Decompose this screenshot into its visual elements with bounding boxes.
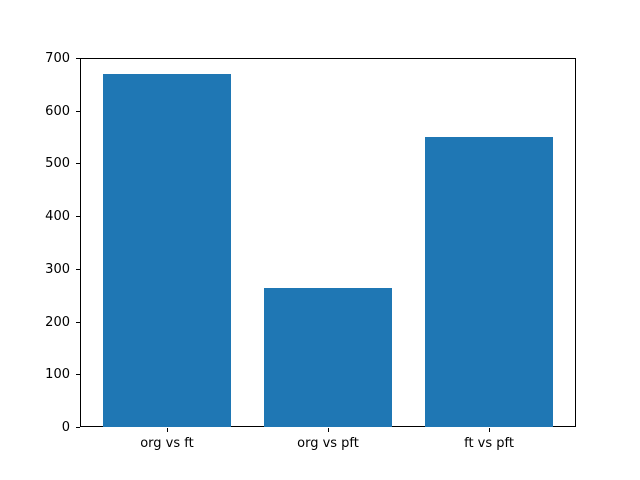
y-tick-label: 100 bbox=[45, 367, 70, 383]
x-tick-label: org vs pft bbox=[297, 436, 359, 451]
y-tick-label: 600 bbox=[45, 103, 70, 119]
y-tick-mark bbox=[76, 110, 80, 112]
y-tick-label: 400 bbox=[45, 209, 70, 225]
y-tick-mark bbox=[76, 216, 80, 218]
bar-org-vs-ft bbox=[102, 73, 232, 427]
bar-ft-vs-pft bbox=[424, 137, 554, 427]
bar-org-vs-pft bbox=[263, 288, 393, 427]
y-tick-label: 500 bbox=[45, 156, 70, 172]
x-tick-label: ft vs pft bbox=[464, 436, 514, 451]
x-tick-label: org vs ft bbox=[140, 436, 194, 451]
y-tick-label: 700 bbox=[45, 51, 70, 66]
y-tick-label: 200 bbox=[45, 314, 70, 330]
y-tick-mark bbox=[76, 427, 80, 428]
y-tick-mark bbox=[76, 321, 80, 323]
y-tick-mark bbox=[76, 58, 80, 59]
y-tick-mark bbox=[76, 268, 80, 270]
y-tick-label: 300 bbox=[45, 261, 70, 277]
x-tick-mark bbox=[489, 428, 491, 432]
y-tick-mark bbox=[76, 374, 80, 376]
x-tick-mark bbox=[166, 428, 168, 432]
y-tick-label: 0 bbox=[61, 420, 70, 435]
y-tick-mark bbox=[76, 163, 80, 165]
x-tick-mark bbox=[328, 428, 329, 432]
